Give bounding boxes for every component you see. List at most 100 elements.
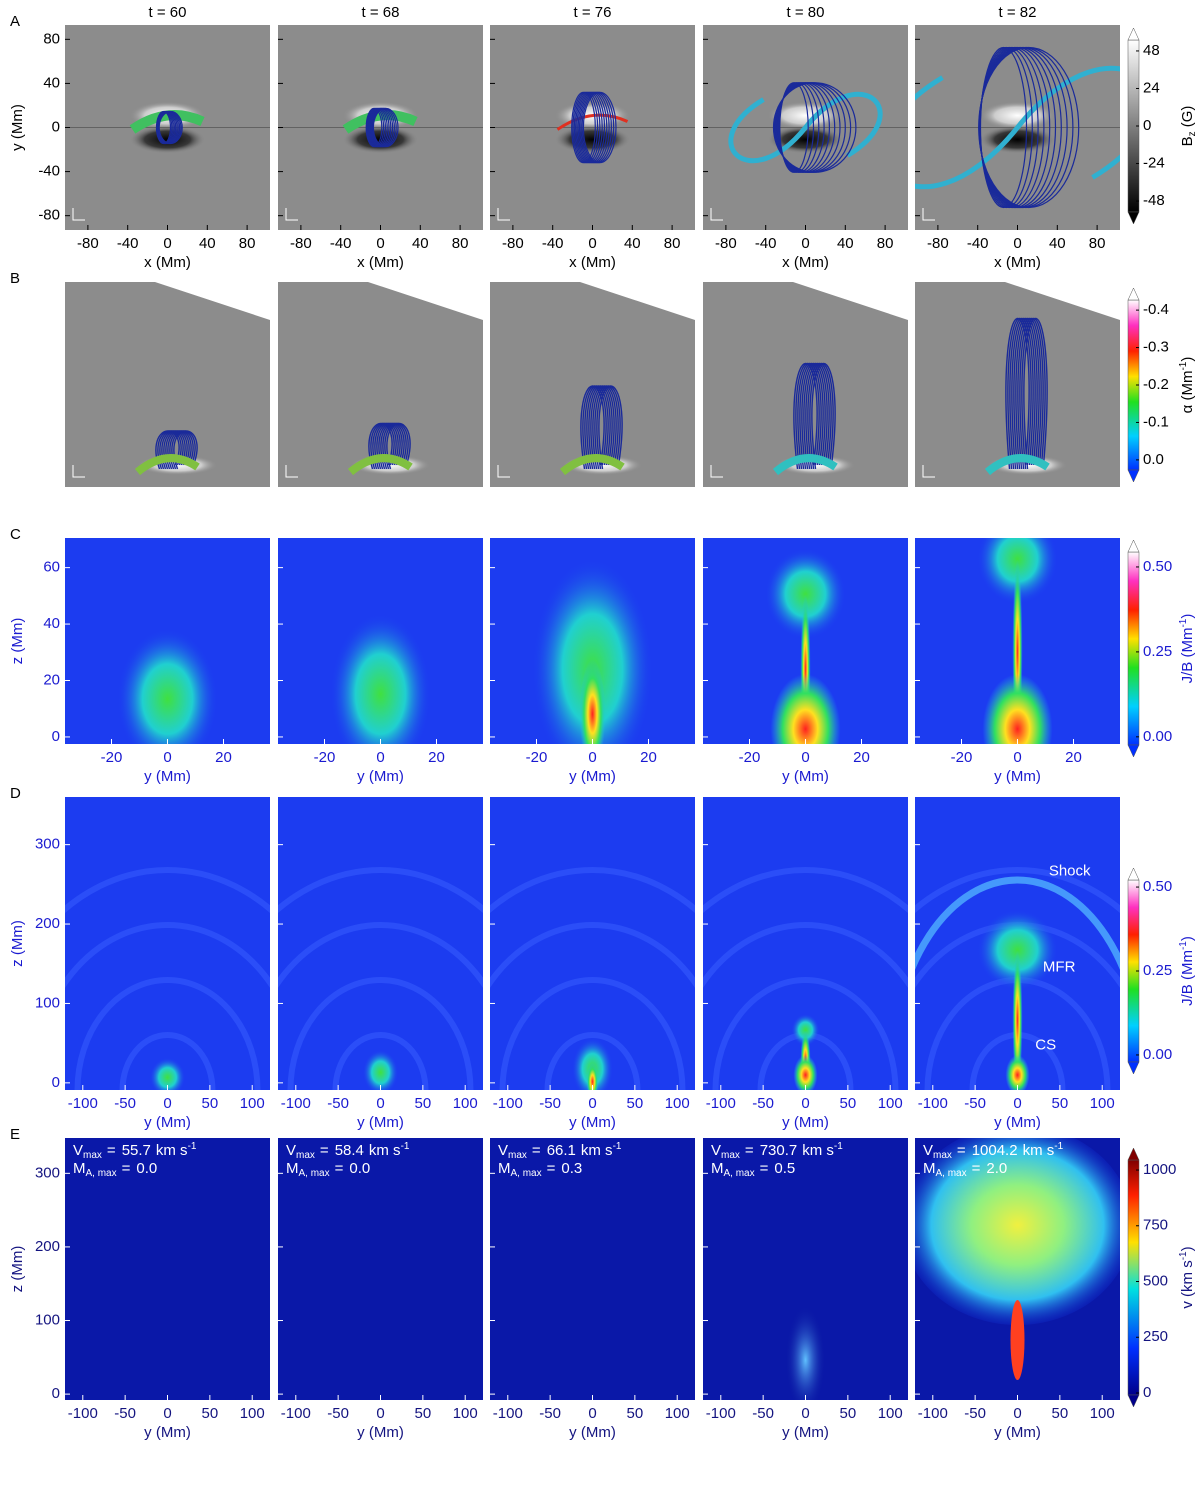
current-blob <box>1005 1055 1030 1090</box>
x-tick-label: 20 <box>640 749 657 766</box>
x-tick-label: 50 <box>840 1405 857 1422</box>
sky <box>368 282 483 320</box>
x-tick-label: 100 <box>878 1095 903 1112</box>
axis-label: Bz (G) <box>1179 106 1198 147</box>
symbol: M <box>498 1160 511 1177</box>
sup: -1 <box>834 1141 843 1152</box>
label-text: (G) <box>1179 106 1196 132</box>
time-label: t = 82 <box>999 4 1037 21</box>
y-tick-label: 40 <box>43 74 60 91</box>
x-tick-label: 0 <box>1013 235 1021 252</box>
ma-label: MA, max = 0.0 <box>73 1160 157 1179</box>
field-line <box>1007 317 1032 470</box>
field-line <box>1005 317 1030 470</box>
x-tick-label: -100 <box>706 1405 736 1422</box>
arc <box>287 977 474 1090</box>
field-line <box>1021 317 1046 470</box>
sub: max <box>296 1150 315 1161</box>
sub: A, max <box>936 1168 967 1179</box>
x-axis-label: y (Mm) <box>569 1114 616 1131</box>
y-tick-label: 0 <box>52 728 60 745</box>
panel <box>490 797 695 1090</box>
colorbar-over <box>1127 867 1140 881</box>
vmax-value: 58.4 <box>335 1142 364 1159</box>
vmax-value: 55.7 <box>122 1142 151 1159</box>
x-tick-label: 50 <box>627 1405 644 1422</box>
current-blob <box>770 674 841 744</box>
x-tick-label: 0 <box>588 1405 596 1422</box>
symbol: M <box>711 1160 724 1177</box>
shock <box>915 876 1120 971</box>
y-tick-label: 200 <box>35 1238 60 1255</box>
colorbar-under <box>1127 211 1140 225</box>
ma-label: MA, max = 2.0 <box>923 1160 1007 1179</box>
x-tick-label: 50 <box>415 1405 432 1422</box>
x-tick-label: 100 <box>665 1095 690 1112</box>
y-tick-label: 80 <box>43 30 60 47</box>
panel <box>490 25 695 230</box>
x-tick-label: -50 <box>752 1405 774 1422</box>
panel <box>915 25 1120 230</box>
x-tick-label: 50 <box>202 1095 219 1112</box>
x-tick-label: -40 <box>330 235 352 252</box>
panel <box>65 797 270 1090</box>
x-tick-label: 100 <box>453 1405 478 1422</box>
x-tick-label: -100 <box>68 1095 98 1112</box>
vmax-label: Vmax = 1004.2 km s-1 <box>923 1141 1064 1161</box>
axes-glyph <box>497 465 510 478</box>
ma-label: MA, max = 0.0 <box>286 1160 370 1179</box>
axes-glyph <box>922 465 935 478</box>
colorbar-under <box>1127 1061 1140 1075</box>
x-tick-label: -100 <box>281 1095 311 1112</box>
sheet <box>586 1062 599 1090</box>
x-tick-label: 40 <box>1049 235 1066 252</box>
x-tick-label: -40 <box>117 235 139 252</box>
x-tick-label: 100 <box>878 1405 903 1422</box>
colorbar-tick-label: -24 <box>1143 154 1165 171</box>
colorbar-tick-label: 0.50 <box>1143 878 1172 895</box>
x-tick-label: -80 <box>77 235 99 252</box>
x-tick-label: 50 <box>415 1095 432 1112</box>
x-tick-label: -40 <box>967 235 989 252</box>
y-tick-label: 0 <box>52 1074 60 1091</box>
label-sup: -1 <box>1178 1251 1189 1260</box>
x-tick-label: -50 <box>114 1405 136 1422</box>
x-tick-label: 80 <box>1089 235 1106 252</box>
flux-rope <box>984 454 1050 476</box>
x-tick-label: -80 <box>290 235 312 252</box>
x-tick-label: 40 <box>199 235 216 252</box>
x-tick-label: 20 <box>1065 749 1082 766</box>
arc <box>278 867 483 914</box>
field-line <box>1009 317 1034 470</box>
flux-rope <box>134 454 200 476</box>
arc <box>65 867 270 914</box>
symbol: M <box>923 1160 936 1177</box>
eq: = <box>122 1160 131 1177</box>
x-axis-label: y (Mm) <box>357 1424 404 1441</box>
x-tick-label: 0 <box>163 1405 171 1422</box>
x-tick-label: 40 <box>837 235 854 252</box>
eruption <box>915 1138 1120 1325</box>
current-blob <box>982 674 1053 744</box>
axes-glyph <box>922 208 935 221</box>
arc <box>490 867 695 914</box>
y-axis-label: y (Mm) <box>9 104 26 151</box>
symbol: V <box>923 1142 933 1159</box>
x-tick-label: -50 <box>327 1095 349 1112</box>
panel <box>915 797 1120 1090</box>
unit: km s <box>802 1142 834 1159</box>
y-tick-label: 0 <box>52 118 60 135</box>
colorbar-tick-label: -0.3 <box>1143 339 1169 356</box>
colorbar-tick-label: 250 <box>1143 1328 1168 1345</box>
eq: = <box>335 1160 344 1177</box>
sub: A, max <box>86 1168 117 1179</box>
x-tick-label: 0 <box>376 1095 384 1112</box>
vmax-label: Vmax = 66.1 km s-1 <box>498 1141 622 1161</box>
x-tick-label: 80 <box>877 235 894 252</box>
arc <box>278 922 483 989</box>
map-bg <box>278 797 483 1090</box>
time-label: t = 60 <box>149 4 187 21</box>
y-tick-label: 0 <box>52 1385 60 1402</box>
x-tick-label: 0 <box>1013 1095 1021 1112</box>
